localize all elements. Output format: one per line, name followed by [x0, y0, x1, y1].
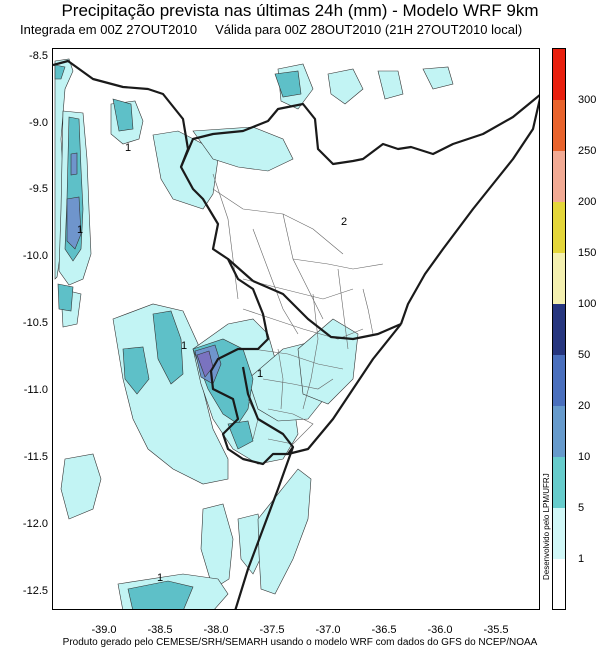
- municipal-line: [362, 288, 374, 335]
- municipal-line: [212, 188, 344, 255]
- map-footer: Produto gerado pelo CEMESE/SRH/SEMARH us…: [62, 637, 538, 648]
- coastline: [234, 446, 295, 609]
- map-title: Precipitação prevista nas últimas 24h (m…: [61, 1, 539, 20]
- border-line: [227, 258, 254, 282]
- municipal-line: [337, 268, 349, 350]
- colorbar-label: 10: [578, 451, 591, 463]
- colorbar-segment: [553, 406, 565, 457]
- integration-time: Integrada em 00Z 27OUT2010: [20, 22, 198, 37]
- contour-label: 2: [341, 216, 347, 228]
- precip-area: [200, 503, 234, 590]
- precip-area: [60, 453, 102, 520]
- municipal-line: [302, 293, 319, 410]
- lon-tick-label: -39.0: [91, 624, 117, 636]
- lat-tick-label: -9.0: [29, 117, 48, 129]
- contour-label: 1: [77, 224, 83, 236]
- map-frame: 1 1 1 1 1 2: [52, 48, 540, 610]
- credit-text: Desenvolvido pelo LPM/UFRJ: [542, 473, 551, 581]
- colorbar-segment: [553, 304, 565, 355]
- map-subtitle: Integrada em 00Z 27OUT2010 Válida para 0…: [8, 21, 598, 38]
- precip-area: [297, 318, 359, 405]
- contour-labels: 1 1 1 1 1 2: [77, 142, 347, 584]
- contour-label: 1: [125, 142, 131, 154]
- colorbar-segment: [553, 100, 565, 151]
- colorbar-label: 200: [578, 196, 597, 208]
- colorbar-label: 5: [578, 502, 585, 514]
- lon-tick-label: -35.5: [483, 624, 509, 636]
- colorbar-segment: [553, 253, 565, 304]
- precip-area: [274, 70, 302, 98]
- municipal-line: [252, 228, 299, 335]
- lon-tick-label: -38.5: [147, 624, 173, 636]
- colorbar-segment: [553, 202, 565, 253]
- municipal-line: [262, 378, 334, 390]
- precip-area: [377, 70, 404, 100]
- colorbar-segment: [553, 559, 565, 609]
- lon-tick-label: -36.0: [427, 624, 453, 636]
- colorbar-segment: [553, 457, 565, 508]
- lat-tick-label: -12.0: [22, 518, 48, 530]
- colorbar-label: 50: [578, 349, 591, 361]
- precip-area: [192, 126, 294, 172]
- valid-time: Válida para 00Z 28OUT2010 (21H 27OUT2010…: [215, 22, 523, 37]
- municipal-line: [292, 258, 384, 270]
- contour-label: 1: [181, 340, 187, 352]
- precip-area: [127, 580, 194, 609]
- border-line: [179, 94, 539, 168]
- precip-area: [57, 283, 74, 312]
- precip-area: [122, 346, 150, 395]
- lon-tick-label: -36.5: [371, 624, 397, 636]
- colorbar-label: 250: [578, 145, 597, 157]
- colorbar: [552, 48, 566, 610]
- coastline: [399, 97, 539, 325]
- precip-area: [327, 68, 364, 105]
- colorbar-segment: [553, 355, 565, 406]
- colorbar-label: 100: [578, 298, 597, 310]
- municipal-line: [267, 408, 314, 445]
- state-borders: [53, 59, 539, 609]
- precip-area: [257, 468, 312, 595]
- colorbar-segment: [553, 151, 565, 202]
- contour-label: 1: [157, 572, 163, 584]
- precip-area: [66, 196, 82, 250]
- precip-area: [70, 152, 78, 176]
- lat-tick-label: -12.5: [22, 585, 48, 597]
- lat-tick-label: -10.0: [22, 250, 48, 262]
- colorbar-label: 150: [578, 247, 597, 259]
- municipal-line: [252, 348, 344, 370]
- lat-tick-label: -9.5: [29, 183, 48, 195]
- precip-area: [422, 66, 454, 90]
- precip-area: [152, 310, 184, 385]
- contour-label: 1: [257, 368, 263, 380]
- colorbar-segment: [553, 508, 565, 559]
- border-line: [252, 279, 402, 341]
- lat-tick-label: -11.5: [23, 451, 48, 463]
- municipal-line: [282, 213, 324, 320]
- precip-area: [227, 420, 254, 450]
- precip-area: [112, 98, 134, 132]
- colorbar-label: 20: [578, 400, 591, 412]
- colorbar-segment: [553, 49, 565, 100]
- municipal-line: [277, 348, 284, 410]
- colorbar-label: 1: [578, 553, 585, 565]
- lat-tick-label: -8.5: [29, 50, 48, 62]
- municipal-line: [212, 173, 239, 300]
- lon-tick-label: -37.0: [315, 624, 341, 636]
- lon-tick-label: -38.0: [203, 624, 229, 636]
- lat-tick-label: -11.0: [23, 384, 48, 396]
- precip-dark-areas: [66, 152, 222, 385]
- lat-tick-label: -10.5: [22, 317, 48, 329]
- colorbar-label: 300: [578, 94, 597, 106]
- precip-area: [54, 64, 66, 80]
- coastline: [287, 323, 402, 456]
- border-line: [53, 59, 295, 466]
- municipal-line: [242, 278, 354, 300]
- lon-tick-label: -37.5: [259, 624, 285, 636]
- precipitation-map: 1 1 1 1 1 2: [53, 58, 539, 609]
